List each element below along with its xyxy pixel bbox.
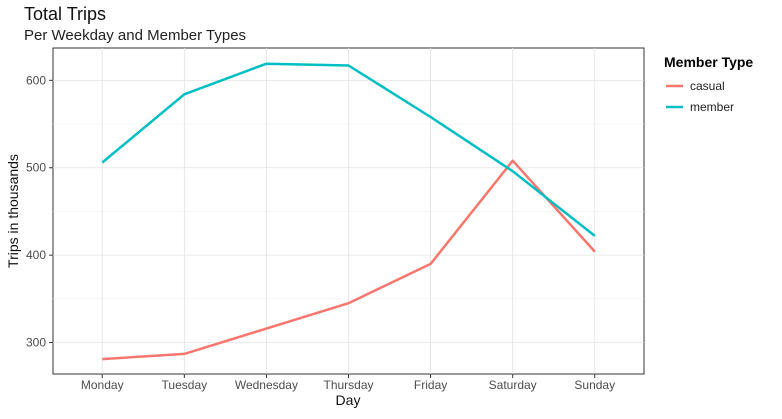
legend-label-member: member — [690, 100, 734, 114]
y-tick-label: 400 — [26, 248, 46, 262]
y-tick-label: 600 — [26, 73, 46, 87]
y-axis-title: Trips in thousands — [5, 154, 21, 268]
chart-title: Total Trips — [24, 4, 106, 24]
x-tick-label: Monday — [81, 378, 124, 392]
legend-label-casual: casual — [690, 79, 725, 93]
x-tick-label: Saturday — [489, 378, 537, 392]
series-line-casual — [102, 159, 596, 361]
y-axis-ticks: 300 400 500 600 — [26, 73, 53, 350]
grid — [53, 48, 644, 374]
series-lines — [101, 62, 596, 361]
x-tick-label: Thursday — [323, 378, 373, 392]
chart-subtitle: Per Weekday and Member Types — [24, 27, 246, 44]
x-axis-ticks: Monday Tuesday Wednesday Thursday Friday Satu… — [81, 374, 615, 392]
legend: Member Type casual member — [664, 54, 753, 114]
legend-title: Member Type — [664, 54, 753, 70]
y-tick-label: 500 — [26, 161, 46, 175]
x-axis-title: Day — [336, 392, 361, 408]
x-tick-label: Friday — [414, 378, 447, 392]
x-tick-label: Sunday — [574, 378, 615, 392]
x-tick-label: Wednesday — [235, 378, 298, 392]
y-tick-label: 300 — [26, 336, 46, 350]
x-tick-label: Tuesday — [162, 378, 208, 392]
series-line-member — [101, 62, 596, 237]
